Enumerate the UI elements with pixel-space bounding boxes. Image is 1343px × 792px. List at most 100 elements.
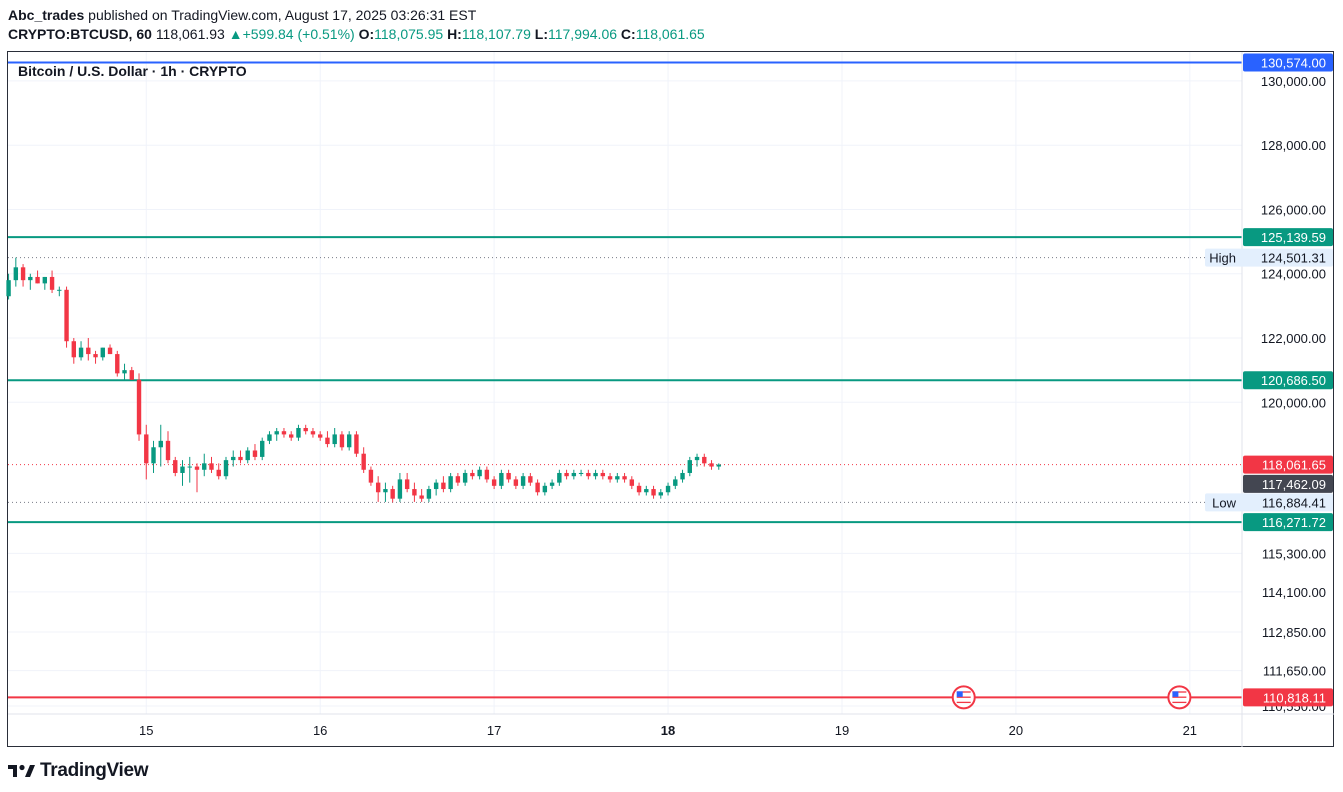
high-value: 118,107.79 — [461, 26, 531, 42]
candle-body — [202, 463, 207, 470]
extreme-tag: Low — [1212, 495, 1236, 510]
candle-body — [651, 489, 656, 496]
low-value: 117,994.06 — [547, 26, 618, 42]
candle-body — [412, 489, 417, 496]
candle-body — [42, 276, 48, 284]
candle-body — [173, 460, 178, 473]
marker-price-label: 117,462.09 — [1262, 477, 1326, 492]
candle-body — [383, 489, 388, 493]
candle-body — [419, 495, 424, 499]
change-value: +599.84 (+0.51%) — [242, 26, 355, 42]
candle-body — [535, 482, 540, 493]
candle-body — [144, 434, 149, 464]
candle-body — [694, 456, 700, 461]
candle-body — [281, 431, 287, 435]
candle-body — [622, 476, 627, 480]
flag-stripe — [956, 701, 971, 704]
flag-stripe — [956, 693, 971, 696]
candle-body — [629, 479, 635, 486]
candle-body — [506, 472, 511, 480]
flag-canton — [1172, 691, 1179, 697]
level-price-label-bg — [1243, 513, 1333, 532]
candle-body — [289, 434, 294, 438]
open-label: O: — [358, 26, 375, 42]
candle-body — [491, 479, 497, 486]
y-tick-label: 111,650.00 — [1263, 664, 1326, 679]
x-tick-label: 19 — [835, 723, 849, 738]
candle-body — [484, 469, 490, 480]
candle-body — [375, 482, 381, 493]
level-price-label: 110,818.11 — [1263, 690, 1326, 705]
candle-body — [528, 476, 533, 483]
candle-body — [57, 289, 62, 291]
chart-frame — [7, 51, 1334, 747]
level-price-label: 116,271.72 — [1262, 515, 1326, 530]
footer-brand[interactable]: TradingView — [8, 760, 149, 782]
us-flag-icon[interactable] — [1167, 685, 1192, 710]
candle-body — [564, 472, 569, 477]
candle-body — [477, 469, 482, 477]
candle-body — [665, 485, 671, 493]
extreme-price-label: 124,501.31 — [1261, 251, 1326, 266]
candle-body — [361, 453, 366, 470]
candle-body — [607, 476, 613, 480]
candle-body — [687, 460, 692, 473]
x-tick-label: 18 — [661, 723, 675, 738]
candle-body — [571, 472, 577, 477]
close-value: 118,061.65 — [635, 26, 705, 42]
candle-body — [35, 276, 40, 284]
candle-body — [325, 437, 330, 445]
y-tick-label: 130,000.00 — [1261, 74, 1326, 89]
candle-body — [578, 472, 584, 474]
candle-body — [368, 469, 374, 483]
flag-stripe — [1172, 691, 1187, 693]
candle-body — [702, 456, 707, 464]
low-label: L: — [534, 26, 548, 42]
candle-body — [115, 354, 120, 374]
candle-body — [615, 476, 620, 480]
candle-body — [165, 440, 171, 461]
candle-body — [107, 347, 113, 355]
candle-body — [542, 485, 548, 493]
candle-body — [600, 472, 606, 477]
candle-body — [194, 466, 200, 470]
y-tick-label: 126,000.00 — [1261, 202, 1326, 217]
candle-body — [223, 460, 229, 477]
x-tick-label: 16 — [313, 723, 327, 738]
level-price-label: 130,574.00 — [1261, 55, 1326, 70]
x-tick-label: 15 — [139, 723, 153, 738]
candle-body — [20, 267, 26, 281]
candle-body — [441, 482, 446, 490]
candle-body — [520, 476, 526, 486]
marker-price-label-bg — [1243, 455, 1333, 474]
candle-body — [716, 464, 721, 467]
flag-stripe — [1172, 696, 1187, 698]
marker-price-label: 118,061.65 — [1262, 458, 1326, 473]
tradingview-logo-icon — [8, 764, 35, 777]
candle-body — [187, 466, 192, 468]
candle-body — [404, 479, 410, 490]
candle-body — [28, 276, 33, 281]
y-tick-label: 120,000.00 — [1261, 395, 1326, 410]
y-tick-label: 124,000.00 — [1261, 267, 1326, 282]
candle-body — [274, 431, 279, 435]
flag-stripe — [1172, 693, 1187, 696]
flag-stripe — [1172, 701, 1187, 704]
candle-body — [151, 447, 156, 464]
candle-body — [216, 469, 221, 477]
publisher-name[interactable]: Abc_trades — [8, 7, 85, 23]
candle-body — [644, 489, 649, 493]
publisher-line: Abc_trades published on TradingView.com,… — [8, 6, 476, 24]
candle-body — [231, 456, 236, 461]
candle-body — [549, 482, 555, 486]
candle-body — [426, 489, 432, 499]
candle-body — [303, 427, 308, 432]
candle-body — [100, 347, 105, 358]
candle-body — [332, 434, 337, 445]
us-flag-icon[interactable] — [951, 685, 976, 710]
candle-body — [245, 450, 250, 461]
candle-body — [238, 456, 243, 461]
candle-body — [462, 472, 468, 483]
candle-body — [593, 472, 598, 477]
